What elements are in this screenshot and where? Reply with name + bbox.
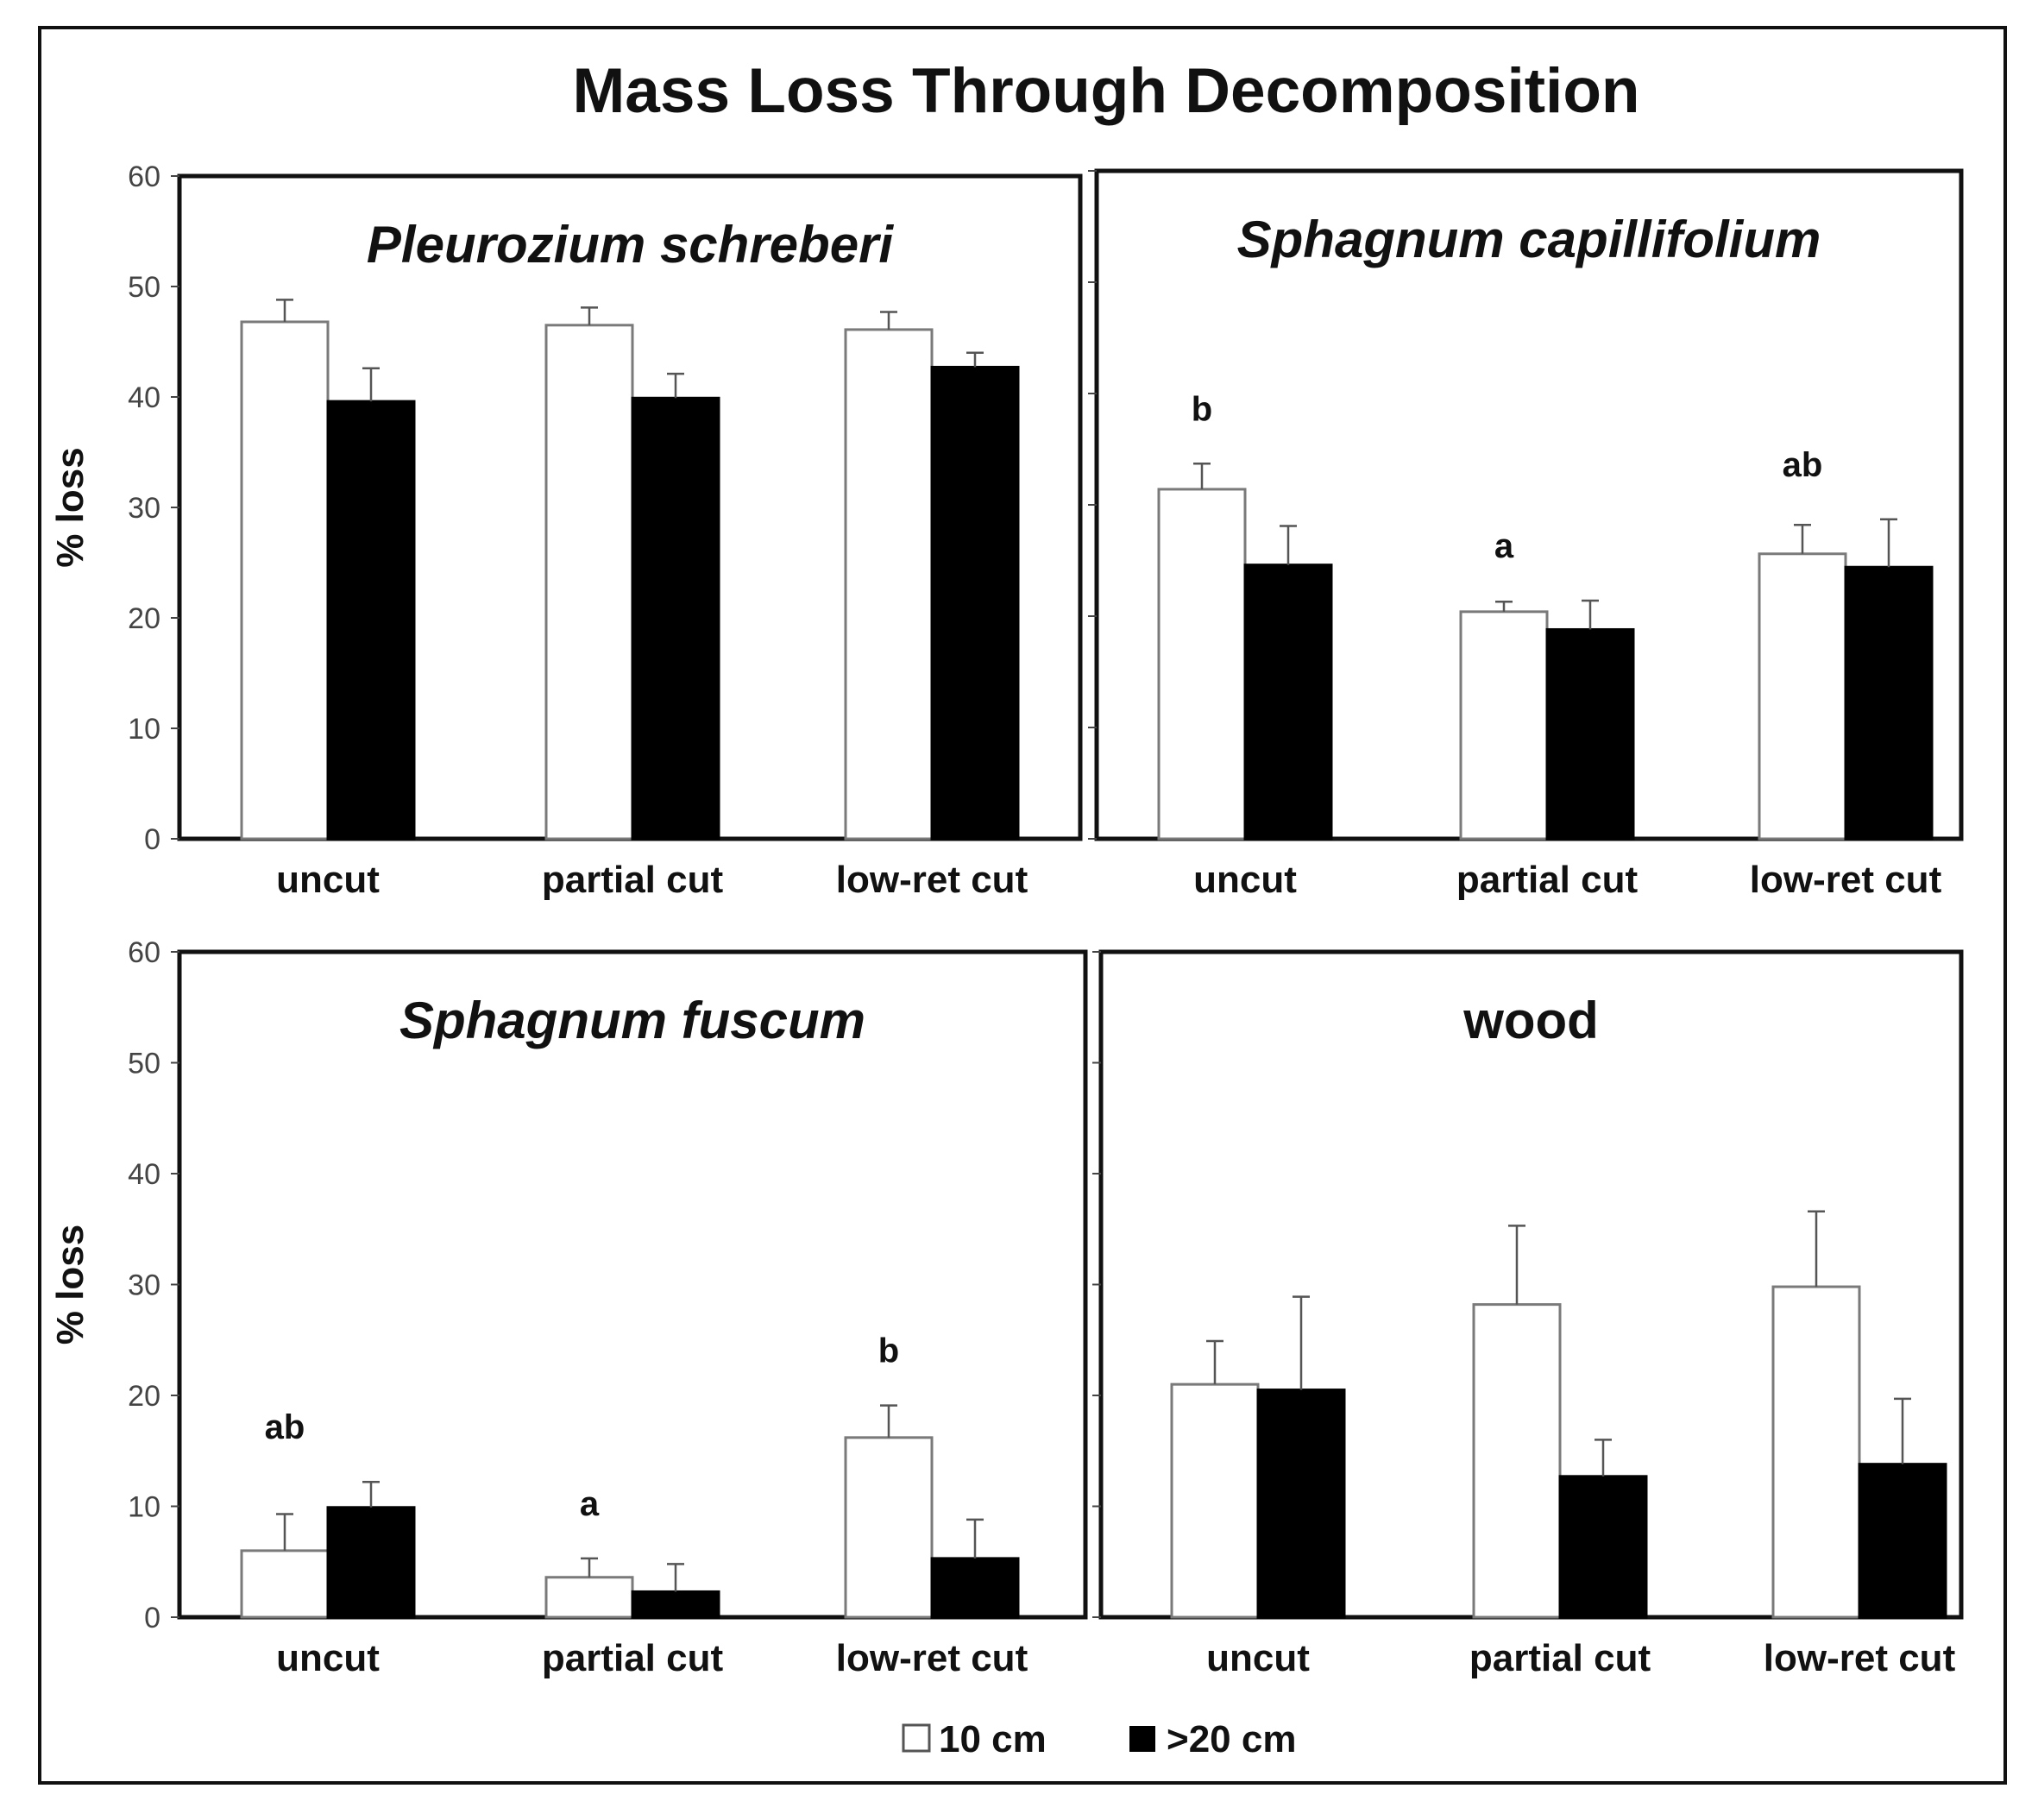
y-tick-label: 30 <box>128 492 160 525</box>
legend-label-gt20cm: >20 cm <box>1167 1718 1296 1760</box>
panel-3 <box>1092 949 1964 1620</box>
bar-gt20cm <box>1844 565 1934 841</box>
panel-title: Sphagnum capillifolium <box>1237 211 1821 268</box>
x-category-label: uncut <box>276 1637 380 1679</box>
legend-label-10cm: 10 cm <box>939 1718 1047 1760</box>
bar-10cm <box>844 1436 934 1619</box>
x-category-label: partial cut <box>1456 859 1639 901</box>
bar-10cm <box>1771 1285 1861 1619</box>
figure-frame <box>38 26 2007 1785</box>
y-tick-label: 60 <box>128 161 160 193</box>
y-tick-label: 10 <box>128 713 160 746</box>
panel-frame <box>177 949 1088 1620</box>
x-category-label: partial cut <box>542 859 724 901</box>
bar-gt20cm <box>1858 1463 1947 1619</box>
bar-10cm <box>1472 1303 1562 1619</box>
x-category-label: low-ret cut <box>1764 1637 1956 1679</box>
bar-gt20cm <box>631 396 720 841</box>
bar-gt20cm <box>1243 564 1333 841</box>
x-category-label: low-ret cut <box>836 859 1028 901</box>
significance-letter: a <box>580 1485 600 1523</box>
bar-gt20cm <box>1256 1389 1346 1619</box>
y-tick-label: 50 <box>128 271 160 304</box>
bar-gt20cm <box>1558 1475 1648 1619</box>
y-tick-label: 20 <box>128 602 160 635</box>
chart-title: Mass Loss Through Decomposition <box>572 56 1640 126</box>
x-category-label: low-ret cut <box>836 1637 1028 1679</box>
x-category-label: partial cut <box>1469 1637 1651 1679</box>
significance-letter: ab <box>265 1408 305 1446</box>
panel-title: Sphagnum fuscum <box>399 992 865 1049</box>
y-tick-label: 20 <box>128 1380 160 1413</box>
y-axis-label: % loss <box>49 1225 91 1345</box>
bar-10cm <box>544 1576 634 1619</box>
legend-swatch-10cm <box>902 1723 931 1753</box>
significance-letter: ab <box>1783 446 1823 484</box>
bar-gt20cm <box>930 365 1020 841</box>
x-category-label: uncut <box>276 859 380 901</box>
y-tick-label: 0 <box>144 823 160 856</box>
y-tick-label: 40 <box>128 381 160 414</box>
y-tick-label: 30 <box>128 1269 160 1302</box>
significance-letter: a <box>1494 527 1514 565</box>
panel-title: wood <box>1462 992 1599 1049</box>
x-category-label: uncut <box>1193 859 1297 901</box>
significance-letter: b <box>878 1332 899 1370</box>
panel-2 <box>171 949 1088 1620</box>
significance-letter: b <box>1192 390 1212 428</box>
bar-gt20cm <box>326 1506 416 1619</box>
bar-10cm <box>1170 1382 1260 1619</box>
legend-swatch-gt20cm <box>1129 1726 1155 1752</box>
bar-10cm <box>844 328 934 841</box>
panel-title: Pleurozium schreberi <box>367 216 895 274</box>
x-category-label: partial cut <box>542 1637 724 1679</box>
bar-gt20cm <box>930 1557 1020 1619</box>
bar-10cm <box>1459 610 1549 841</box>
y-tick-label: 10 <box>128 1491 160 1524</box>
bar-gt20cm <box>631 1590 720 1619</box>
panel-0 <box>171 173 1083 841</box>
y-axis-label: % loss <box>49 447 91 567</box>
y-tick-label: 40 <box>128 1158 160 1191</box>
panel-1 <box>1088 168 1964 841</box>
bar-gt20cm <box>1545 627 1635 841</box>
bar-10cm <box>1758 552 1847 841</box>
y-tick-label: 0 <box>144 1602 160 1634</box>
x-category-label: uncut <box>1206 1637 1310 1679</box>
bar-10cm <box>240 1549 330 1619</box>
y-tick-label: 60 <box>128 936 160 969</box>
bar-10cm <box>240 320 330 841</box>
x-category-label: low-ret cut <box>1750 859 1942 901</box>
bar-10cm <box>1157 488 1247 841</box>
y-tick-label: 50 <box>128 1048 160 1080</box>
bar-gt20cm <box>326 400 416 841</box>
legend <box>902 1723 1155 1753</box>
bar-10cm <box>544 324 634 841</box>
